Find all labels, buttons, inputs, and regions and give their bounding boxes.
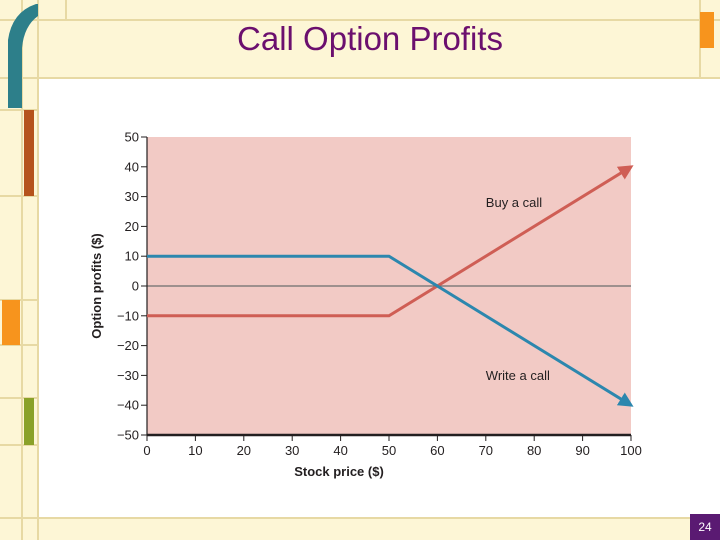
frame-orange-square [700,12,714,48]
x-tick-label: 0 [143,443,150,458]
series-line-write-a-call [147,254,634,407]
series-label-buy-a-call: Buy a call [486,195,542,210]
frame-top-band [0,0,720,78]
series-line-buy-a-call [147,165,634,318]
y-tick-label: 0 [132,279,139,294]
slide-title: Call Option Profits [237,20,503,57]
frame-orange-block [2,300,20,345]
y-tick-label: 40 [125,159,139,174]
frame-brown-block [24,110,34,196]
y-tick-label: −10 [117,308,139,323]
y-tick-label: 10 [125,249,139,264]
y-axis-label: Option profits ($) [89,233,104,338]
y-tick-label: 20 [125,219,139,234]
x-tick-label: 80 [527,443,541,458]
page-number: 24 [690,514,720,540]
y-tick-label: −40 [117,398,139,413]
frame-teal-swoosh [8,4,38,108]
x-tick-label: 70 [479,443,493,458]
frame-olive-block [24,398,34,445]
y-tick-label: 50 [125,130,139,145]
x-tick-label: 30 [285,443,299,458]
x-tick-label: 90 [575,443,589,458]
x-tick-label: 50 [382,443,396,458]
y-tick-label: −20 [117,338,139,353]
y-tick-label: −30 [117,368,139,383]
x-tick-label: 40 [333,443,347,458]
x-axis-label: Stock price ($) [294,464,384,479]
x-tick-label: 60 [430,443,444,458]
y-tick-label: 30 [125,189,139,204]
x-tick-label: 10 [188,443,202,458]
series-label-write-a-call: Write a call [486,368,550,383]
x-tick-label: 20 [237,443,251,458]
y-tick-label: −50 [117,428,139,443]
frame-bottom-band [0,518,720,540]
x-tick-label: 100 [620,443,642,458]
